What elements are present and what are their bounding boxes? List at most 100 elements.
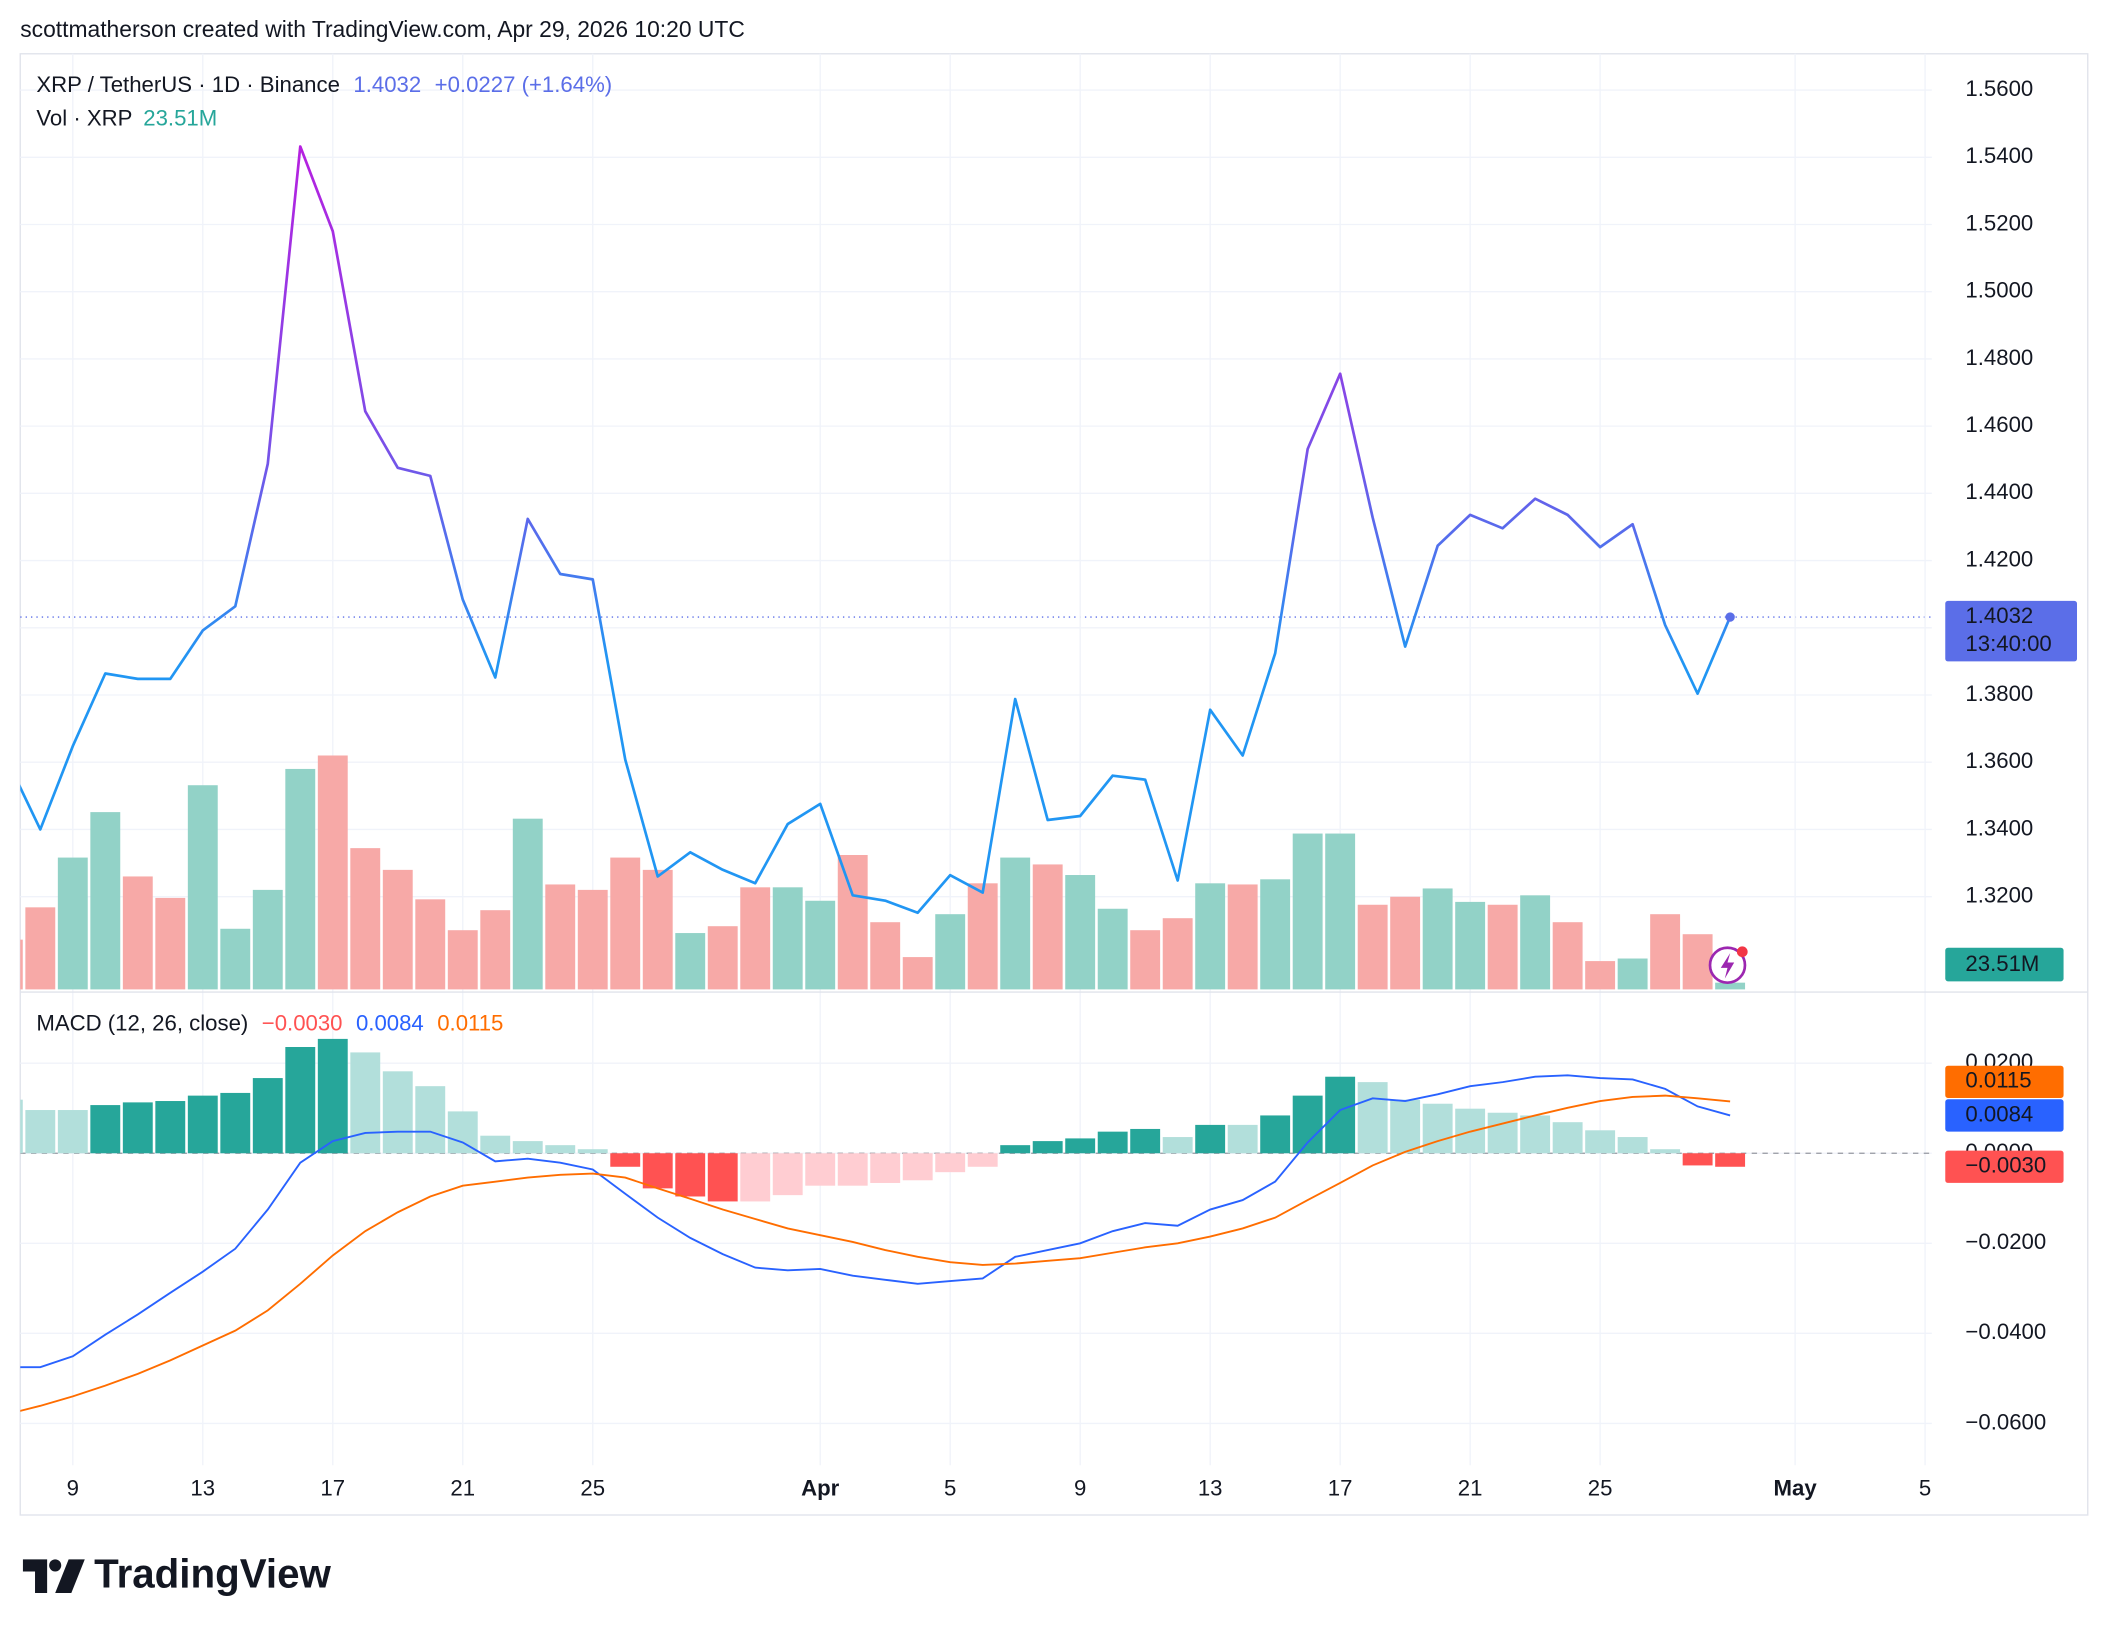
histogram-bar [187,1095,218,1154]
histogram-bar [1195,1124,1226,1154]
macd-last: 0.0084 [356,1010,424,1035]
x-tick-label: Apr [801,1475,840,1500]
alert-bolt [1720,953,1735,979]
histogram-bar [772,1153,803,1196]
histogram-bar [1000,1145,1031,1154]
y-tick-label: 1.3800 [1965,681,2033,706]
histogram-bar [675,1153,706,1197]
histogram-bar [935,1153,966,1173]
signal-line [20,1094,1731,1412]
histogram-bar [1260,1115,1291,1154]
histogram-bar [57,1110,88,1154]
signal-badge-value: 0.0115 [1965,1068,2031,1093]
volume-bar [1520,895,1551,990]
volume-bar [1325,833,1356,990]
price-legend: XRP / TetherUS · 1D · Binance 1.4032 +0.02… [36,72,612,97]
histogram-bar [382,1071,413,1154]
volume-name: Vol · XRP [36,106,132,131]
histogram-bar [1552,1122,1583,1154]
price-badge-countdown: 13:40:00 [1965,631,2051,656]
x-tick-label: 5 [944,1475,956,1500]
credit: scottmatherson created with TradingView.… [20,16,745,42]
volume-bar [1617,958,1648,990]
volume-badge [1945,947,2064,982]
histogram-bar [967,1153,998,1167]
volume-bar [1097,908,1128,990]
histogram-bar [707,1153,738,1202]
macd-line [20,1074,1731,1369]
price-badge [1945,600,2078,662]
volume-bar [675,933,706,990]
histogram-bar [577,1149,608,1154]
x-tick-label: 13 [190,1475,215,1500]
volume-last: 23.51M [143,106,217,131]
histogram-bar [480,1135,511,1154]
hist-last: −0.0030 [262,1010,343,1035]
y-tick-label: 1.5400 [1965,143,2033,168]
histogram-badge [1945,1150,2064,1183]
volume-bar [642,869,673,990]
x-tick-label: 17 [1328,1475,1353,1500]
volume-bar [1292,833,1323,990]
histogram-bar [122,1102,153,1154]
volume-bar [1552,922,1583,990]
volume-bar [57,857,88,990]
volume-bar [382,869,413,990]
histogram-bar [25,1110,56,1154]
volume-bar [1195,883,1226,990]
volume-bar [772,887,803,990]
volume-bar [1650,914,1681,990]
histogram-bar [220,1092,251,1154]
volume-bar [967,883,998,990]
y-tick-label: −0.0600 [1965,1409,2046,1434]
price-badge-value: 1.4032 [1965,603,2033,628]
volume-bar [545,884,576,990]
y-tick-label: 1.3200 [1965,883,2033,908]
x-tick-label: 17 [320,1475,345,1500]
volume-bar [122,876,153,990]
signal-badge [1945,1065,2064,1098]
y-tick-label: −0.0400 [1965,1319,2046,1344]
histogram-bar [350,1052,381,1154]
x-tick-label: 21 [450,1475,475,1500]
y-tick-label: 1.4400 [1965,479,2033,504]
histogram-bar [1162,1137,1193,1154]
y-tick-label: 1.3600 [1965,748,2033,773]
histogram-bar [837,1153,868,1186]
x-tick-label: 25 [1588,1475,1613,1500]
x-tick-label: 25 [580,1475,605,1500]
histogram-bar [1650,1149,1681,1154]
volume-bar [1455,901,1486,990]
macd-title: MACD (12, 26, close) [36,1010,248,1035]
volume-bar [1260,879,1291,990]
macd-badge-value: 0.0084 [1965,1101,2033,1126]
volume-bar [220,928,251,990]
volume-bar [155,897,186,990]
y-tick-label: 1.5600 [1965,76,2033,101]
y-tick-label: 1.5000 [1965,278,2033,303]
alert-icon[interactable] [1708,946,1748,985]
volume-bar [740,887,771,990]
volume-bar [1065,875,1096,990]
histogram-bar [447,1111,478,1154]
volume-bar [1130,930,1161,990]
logo: TradingView [22,1551,332,1597]
volume-bar [870,922,901,990]
histogram-bar [1292,1095,1323,1154]
histogram-bar [1097,1131,1128,1154]
histogram-bar [252,1078,283,1154]
histogram-bar [870,1153,901,1183]
histogram-bar [285,1047,316,1154]
volume-bar [935,914,966,990]
volume-badge-value: 23.51M [1965,951,2039,976]
volume-bar [1715,982,1746,990]
histogram-bar [1520,1115,1551,1154]
volume-bar [415,899,446,990]
y-tick-label: −0.0200 [1965,1229,2046,1254]
histogram-bar [610,1153,641,1167]
volume-legend: Vol · XRP 23.51M [36,106,217,131]
volume-bar [610,857,641,990]
histogram-bar [1227,1124,1258,1154]
volume-bar [805,900,836,990]
histogram-bar [512,1141,543,1154]
